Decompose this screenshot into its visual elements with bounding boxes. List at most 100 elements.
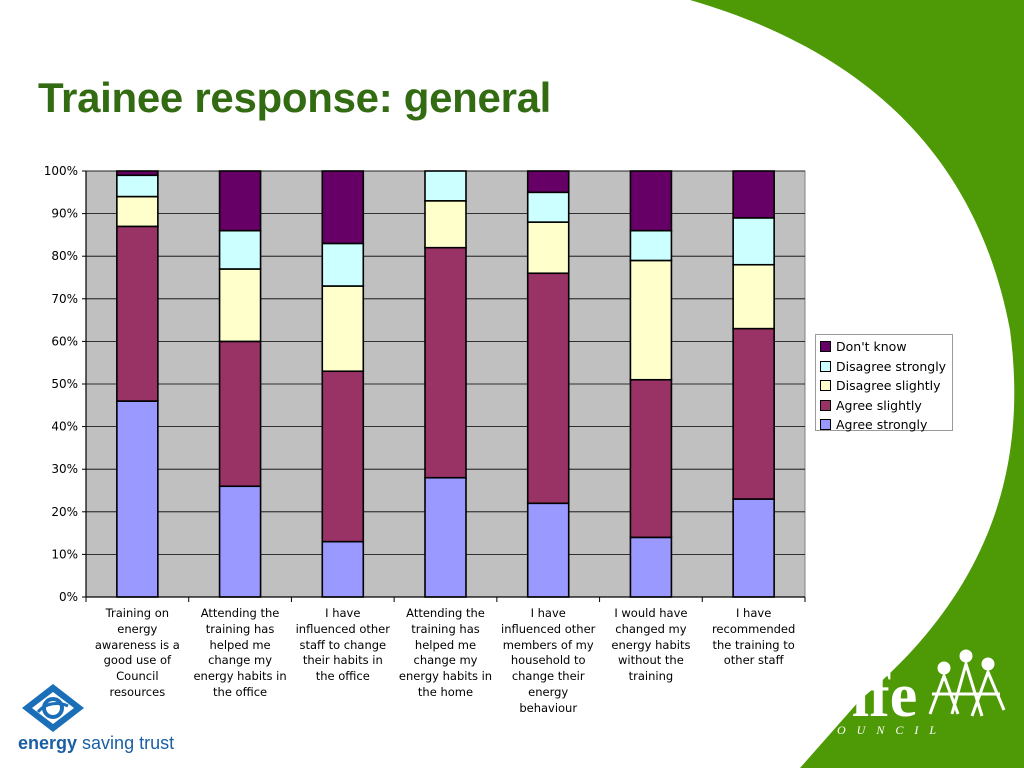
x-category-label-line: the training to	[712, 637, 795, 652]
y-tick-label: 40%	[51, 420, 78, 434]
logo-word-energy: energy	[18, 733, 78, 753]
legend-swatch	[820, 360, 831, 372]
legend-swatch	[820, 419, 831, 431]
bar-segment-disagree-slightly	[526, 221, 570, 275]
legend-item: Don't know	[820, 337, 948, 357]
y-tick-label: 0%	[59, 590, 78, 604]
x-category-label-line: staff to change	[299, 637, 387, 652]
bar-segment-don-t-know	[321, 170, 365, 245]
legend-item: Disagree slightly	[820, 376, 948, 396]
x-category-label-line: change my	[208, 653, 273, 668]
bar-segment-don-t-know	[116, 170, 159, 177]
x-category-label-line: the office	[315, 669, 370, 684]
bar-segment-disagree-strongly	[732, 217, 775, 266]
x-category-label-line: Attending the	[200, 606, 280, 620]
y-tick-label: 90%	[51, 207, 78, 221]
bar-segment-agree-slightly	[732, 327, 775, 500]
x-category-label-line: changed my	[615, 621, 687, 636]
x-category-label-line: training has	[205, 621, 275, 636]
bar-segment-agree-strongly	[732, 498, 775, 598]
legend-label: Disagree slightly	[836, 378, 941, 394]
y-tick-label: 50%	[51, 377, 78, 391]
x-category-label-line: helped me	[209, 637, 271, 652]
bar-segment-agree-slightly	[218, 340, 262, 488]
y-tick-label: 100%	[44, 164, 78, 178]
bar-segment-agree-slightly	[424, 246, 467, 479]
x-category-label: Attending the training has helped me change…	[189, 606, 291, 701]
logo-word-saving-trust: saving trust	[82, 733, 175, 753]
y-tick-label: 70%	[51, 292, 78, 306]
energy-saving-trust-wordmark: energy saving trust	[18, 733, 174, 754]
bar-segment-agree-strongly	[424, 476, 467, 598]
bar-segment-don-t-know	[629, 170, 673, 232]
bar-segment-agree-strongly	[321, 540, 365, 598]
x-category-label-line: the office	[213, 684, 268, 699]
x-category-label-line: Attending the	[406, 606, 485, 620]
y-tick-label: 60%	[51, 334, 78, 348]
bar-segment-agree-slightly	[629, 378, 673, 539]
fife-council-logo: Fife COUNCIL	[814, 649, 1006, 737]
x-category-label-line: recommended	[711, 621, 796, 636]
x-category-label-line: helped me	[414, 637, 477, 652]
x-category-label-line: without the	[618, 653, 684, 668]
y-tick-label: 10%	[51, 547, 78, 561]
bar-segment-disagree-strongly	[116, 174, 159, 198]
legend-item: Agree slightly	[820, 396, 948, 416]
x-category-label-line: I have	[530, 606, 566, 620]
slide-title: Trainee response: general	[38, 74, 552, 121]
bar-segment-disagree-slightly	[629, 259, 673, 381]
x-category-label-line: training	[628, 669, 674, 684]
x-category-label-line: change my	[413, 653, 478, 668]
legend-swatch	[820, 380, 831, 392]
bar-segment-disagree-slightly	[116, 195, 159, 228]
y-tick-label: 30%	[51, 462, 78, 476]
x-category-label-line: energy habits in	[193, 669, 287, 684]
x-category-label: I would have changed my energy habits witho…	[600, 606, 702, 685]
y-tick-label: 20%	[51, 505, 78, 519]
x-category-label-line: household to	[510, 653, 586, 668]
y-tick-label: 80%	[51, 249, 78, 263]
y-axis-ticks: 0% 10% 20% 30% 40% 50% 60% 70% 80% 90% 100%	[44, 164, 86, 604]
bar-segment-agree-slightly	[321, 370, 365, 543]
bar-segment-disagree-slightly	[732, 263, 775, 330]
x-category-label: I have influenced other members of my house…	[497, 606, 599, 717]
x-category-label-line: their habits in	[302, 653, 383, 668]
bar-segment-agree-strongly	[218, 485, 262, 598]
x-category-label-line: behaviour	[519, 700, 578, 715]
x-category-label-line: influenced other	[295, 621, 390, 636]
legend-item: Disagree strongly	[820, 357, 948, 377]
council-wordmark: COUNCIL	[818, 723, 947, 737]
bar-segment-disagree-strongly	[424, 170, 467, 202]
x-category-label-line: I would have	[614, 606, 688, 620]
legend-swatch	[820, 341, 831, 353]
legend: Don't know Disagree strongly Disagree slig…	[815, 334, 953, 432]
x-category-label: Training on energy awareness is a good use …	[86, 606, 188, 701]
legend-label: Agree strongly	[836, 417, 928, 433]
x-category-label: I have influenced other staff to change the…	[292, 606, 394, 685]
x-category-label-line: energy	[528, 684, 569, 699]
bar-segment-disagree-slightly	[321, 285, 365, 373]
x-category-label-line: resources	[109, 684, 166, 699]
legend-item: Agree strongly	[820, 415, 948, 435]
bar-segment-agree-strongly	[526, 502, 570, 598]
bar-segment-don-t-know	[218, 170, 262, 232]
bar-segment-agree-strongly	[629, 536, 673, 598]
legend-swatch	[820, 399, 831, 411]
bar-segment-disagree-slightly	[424, 200, 467, 249]
x-category-label-line: influenced other	[501, 621, 596, 636]
fife-wordmark: Fife	[814, 662, 917, 730]
legend-label: Agree slightly	[836, 397, 922, 413]
bar-segment-disagree-strongly	[321, 242, 365, 287]
energy-saving-trust-logo-icon	[22, 684, 84, 732]
x-category-label-line: energy	[117, 621, 158, 636]
x-category-label-line: good use of	[103, 653, 172, 668]
x-category-label: Attending the training has helped me change…	[395, 606, 497, 701]
x-category-label: I have recommended the training to other st…	[703, 606, 805, 669]
bar-segment-agree-slightly	[116, 225, 159, 402]
x-category-label-line: the home	[417, 684, 474, 699]
x-category-label-line: change their	[511, 669, 585, 684]
bar-segment-disagree-strongly	[526, 191, 570, 223]
axes	[85, 171, 806, 602]
bar-segment-disagree-strongly	[629, 229, 673, 262]
